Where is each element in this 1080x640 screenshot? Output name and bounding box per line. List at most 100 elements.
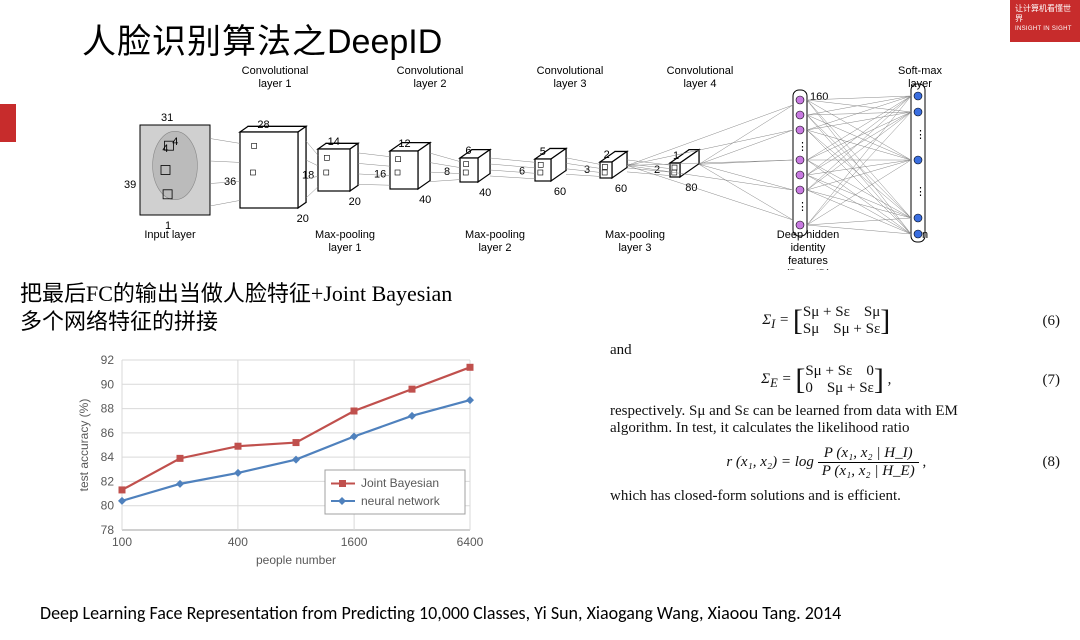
svg-text:40: 40 bbox=[479, 187, 491, 199]
eq8-denominator: P (x₁, x₂ | H_E) bbox=[818, 463, 919, 480]
svg-text:neural network: neural network bbox=[361, 494, 441, 508]
formula-text-last: which has closed-form solutions and is e… bbox=[610, 488, 1060, 505]
svg-text:16: 16 bbox=[374, 169, 386, 181]
svg-text:6: 6 bbox=[465, 145, 471, 157]
eq7-lhs: ΣE = bbox=[761, 371, 791, 387]
svg-text:4: 4 bbox=[162, 143, 168, 155]
svg-text:Max-pooling: Max-pooling bbox=[465, 229, 525, 241]
svg-text:88: 88 bbox=[101, 402, 115, 416]
svg-text:4: 4 bbox=[172, 136, 178, 148]
eq7-m11: Sμ + Sε bbox=[805, 363, 852, 380]
eq7-m21: 0 bbox=[805, 380, 813, 397]
svg-text:39: 39 bbox=[124, 179, 136, 191]
svg-text:6400: 6400 bbox=[457, 535, 484, 549]
title-en: DeepID bbox=[327, 23, 442, 61]
svg-text:28: 28 bbox=[257, 119, 269, 131]
svg-text:identity: identity bbox=[791, 242, 826, 254]
accuracy-chart: 788082848688909210040016006400Joint Baye… bbox=[70, 350, 490, 570]
svg-text:100: 100 bbox=[112, 535, 132, 549]
svg-text:layer 2: layer 2 bbox=[413, 78, 446, 90]
eq8: r (x₁, x₂) = log P (x₁, x₂ | H_I) P (x₁,… bbox=[610, 445, 1060, 480]
architecture-diagram: 4431391283620141820121640684056602360128… bbox=[80, 60, 1000, 270]
svg-text:people number: people number bbox=[256, 553, 336, 567]
eq7-m22: Sμ + Sε bbox=[827, 380, 874, 397]
svg-text:Convolutional: Convolutional bbox=[242, 65, 309, 77]
svg-text:31: 31 bbox=[161, 112, 173, 124]
eq7-tag: (7) bbox=[1043, 372, 1061, 389]
eq6-m12: Sμ bbox=[864, 304, 880, 321]
svg-text:Joint Bayesian: Joint Bayesian bbox=[361, 476, 439, 490]
eq8-numerator: P (x₁, x₂ | H_I) bbox=[818, 445, 919, 463]
svg-text:n: n bbox=[922, 229, 928, 241]
svg-text:2: 2 bbox=[604, 149, 610, 161]
eq7-suffix: , bbox=[888, 371, 892, 387]
svg-text:Deep hidden: Deep hidden bbox=[777, 229, 839, 241]
eq6-m22: Sμ + Sε bbox=[833, 321, 880, 338]
svg-text:layer: layer bbox=[908, 78, 932, 90]
svg-text:18: 18 bbox=[302, 169, 314, 181]
logo-line2: INSIGHT IN SIGHT bbox=[1015, 24, 1075, 34]
desc-line2: 多个网络特征的拼接 bbox=[20, 308, 452, 336]
svg-text:1600: 1600 bbox=[341, 535, 368, 549]
svg-text:layer 2: layer 2 bbox=[478, 242, 511, 254]
formula-text-alg: algorithm. In test, it calculates the li… bbox=[610, 420, 1060, 437]
svg-text:80: 80 bbox=[101, 499, 115, 513]
svg-text:20: 20 bbox=[297, 213, 309, 225]
svg-text:400: 400 bbox=[228, 535, 248, 549]
formula-text-resp: respectively. Sμ and Sε can be learned f… bbox=[610, 403, 1060, 420]
svg-text:60: 60 bbox=[615, 183, 627, 195]
desc-line1: 把最后FC的输出当做人脸特征+Joint Bayesian bbox=[20, 280, 452, 308]
eq6-m21: Sμ bbox=[803, 321, 819, 338]
svg-text:92: 92 bbox=[101, 353, 115, 367]
svg-text:layer 3: layer 3 bbox=[618, 242, 651, 254]
logo-line1: 让计算机看懂世界 bbox=[1015, 4, 1075, 24]
svg-text:Convolutional: Convolutional bbox=[537, 65, 604, 77]
svg-text:layer 1: layer 1 bbox=[328, 242, 361, 254]
svg-text:8: 8 bbox=[444, 166, 450, 178]
brand-logo: 让计算机看懂世界 INSIGHT IN SIGHT bbox=[1010, 0, 1080, 42]
title-zh: 人脸识别算法之 bbox=[82, 23, 327, 61]
svg-text:test accuracy (%): test accuracy (%) bbox=[77, 399, 91, 492]
red-accent bbox=[0, 104, 16, 142]
page-title: 人脸识别算法之DeepID bbox=[82, 14, 442, 63]
svg-text:Convolutional: Convolutional bbox=[667, 65, 734, 77]
svg-text:6: 6 bbox=[519, 165, 525, 177]
svg-text:84: 84 bbox=[101, 450, 115, 464]
svg-text:Soft-max: Soft-max bbox=[898, 65, 943, 77]
svg-text:90: 90 bbox=[101, 377, 115, 391]
svg-text:Max-pooling: Max-pooling bbox=[605, 229, 665, 241]
svg-text:features: features bbox=[788, 255, 828, 267]
description: 把最后FC的输出当做人脸特征+Joint Bayesian 多个网络特征的拼接 bbox=[20, 280, 452, 336]
svg-text:⋮: ⋮ bbox=[797, 201, 808, 213]
svg-text:(DeepID): (DeepID) bbox=[786, 268, 831, 270]
svg-text:14: 14 bbox=[328, 136, 340, 148]
eq6-tag: (6) bbox=[1043, 313, 1061, 330]
eq7-m12: 0 bbox=[866, 363, 874, 380]
svg-text:20: 20 bbox=[349, 196, 361, 208]
svg-text:Input layer: Input layer bbox=[144, 229, 196, 241]
svg-text:⋮: ⋮ bbox=[915, 186, 926, 198]
svg-text:5: 5 bbox=[540, 146, 546, 158]
eq8-tag: (8) bbox=[1043, 454, 1061, 471]
eq8-lhs: r (x₁, x₂) = log bbox=[726, 454, 814, 470]
formula-and: and bbox=[610, 342, 1060, 359]
svg-text:60: 60 bbox=[554, 186, 566, 198]
svg-text:layer 1: layer 1 bbox=[258, 78, 291, 90]
svg-text:1: 1 bbox=[673, 150, 679, 162]
eq8-suffix: , bbox=[922, 454, 926, 470]
svg-text:⋮: ⋮ bbox=[915, 129, 926, 141]
svg-text:⋮: ⋮ bbox=[797, 141, 808, 153]
formula-block: ΣI = [ Sμ + SεSμ SμSμ + Sε ] (6) and ΣE … bbox=[610, 300, 1060, 505]
svg-text:layer 4: layer 4 bbox=[683, 78, 716, 90]
svg-text:86: 86 bbox=[101, 426, 115, 440]
eq6: ΣI = [ Sμ + SεSμ SμSμ + Sε ] (6) bbox=[610, 304, 1060, 338]
svg-text:Max-pooling: Max-pooling bbox=[315, 229, 375, 241]
svg-text:82: 82 bbox=[101, 474, 115, 488]
svg-text:layer 3: layer 3 bbox=[553, 78, 586, 90]
eq6-lhs: ΣI = bbox=[762, 312, 789, 328]
eq6-m11: Sμ + Sε bbox=[803, 304, 850, 321]
eq7: ΣE = [ Sμ + Sε0 0Sμ + Sε ] , (7) bbox=[610, 363, 1060, 397]
svg-text:12: 12 bbox=[398, 138, 410, 150]
svg-text:40: 40 bbox=[419, 194, 431, 206]
citation: Deep Learning Face Representation from P… bbox=[40, 602, 841, 624]
